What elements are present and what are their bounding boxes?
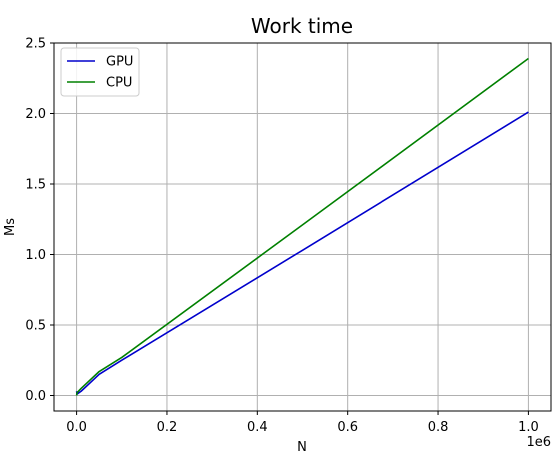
x-tick-label: 1.0	[518, 420, 539, 435]
y-tick-label: 0.5	[25, 318, 46, 333]
x-axis-label: N	[297, 440, 307, 455]
x-tick-label: 0.6	[337, 420, 358, 435]
series-layer	[75, 57, 529, 396]
x-tick-label: 0.2	[157, 420, 178, 435]
y-tick-label: 2.0	[25, 107, 46, 122]
series-line-cpu	[75, 57, 529, 396]
plot-frame	[53, 42, 552, 412]
x-tick-label: 0.0	[66, 420, 87, 435]
y-tick-label: 2.5	[25, 37, 46, 52]
legend-box	[60, 47, 140, 97]
legend-label-gpu: GPU	[106, 55, 133, 70]
x-offset-label: 1e6	[526, 435, 551, 450]
y-axis-label: Ms	[3, 218, 18, 236]
tick-layer: 0.0 0.2 0.4 0.6 0.8 1.0 0.0 0.5 1.0 1.5 2.0 2.5	[25, 37, 538, 436]
series-line-gpu	[75, 111, 529, 395]
chart-title: Work time	[251, 14, 353, 38]
y-tick-label: 1.5	[25, 177, 46, 192]
x-tick-label: 0.4	[247, 420, 268, 435]
legend: GPU CPU	[60, 47, 140, 97]
y-tick-label: 1.0	[25, 248, 46, 263]
legend-label-cpu: CPU	[106, 76, 132, 91]
y-tick-label: 0.0	[25, 389, 46, 404]
x-tick-label: 0.8	[428, 420, 449, 435]
